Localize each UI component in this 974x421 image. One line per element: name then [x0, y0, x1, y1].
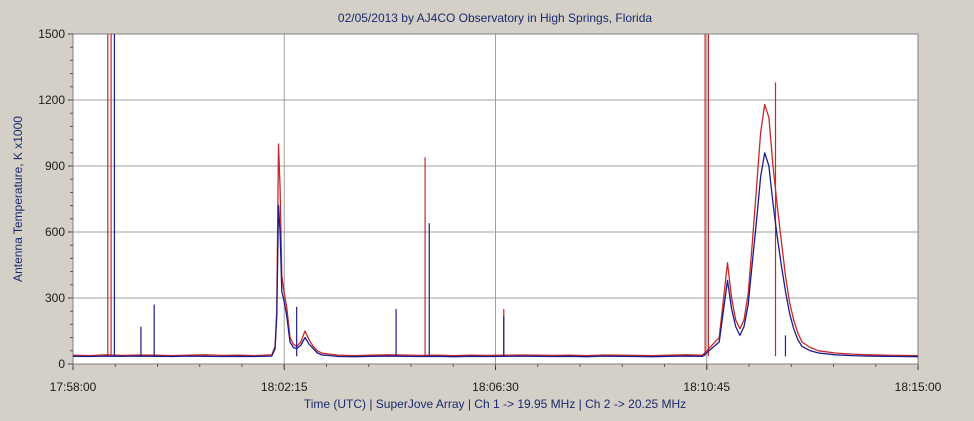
grid-layer [73, 34, 918, 364]
y-tick-label: 300 [45, 291, 65, 305]
x-tick-label: 18:15:00 [895, 380, 942, 394]
y-tick-label: 600 [45, 225, 65, 239]
y-tick-label: 1200 [38, 93, 65, 107]
x-axis-label: Time (UTC) | SuperJove Array | Ch 1 -> 1… [304, 397, 686, 411]
x-tick-label: 18:10:45 [683, 380, 730, 394]
x-tick-label: 17:58:00 [50, 380, 97, 394]
x-tick-label: 18:06:30 [472, 380, 519, 394]
y-tick-label: 900 [45, 159, 65, 173]
y-tick-label: 0 [58, 357, 65, 371]
x-tick-label: 18:02:15 [261, 380, 308, 394]
y-tick-label: 1500 [38, 27, 65, 41]
minor-ticks [68, 33, 919, 370]
chart-title: 02/05/2013 by AJ4CO Observatory in High … [338, 11, 652, 25]
y-axis-label: Antenna Temperature, K x1000 [11, 116, 25, 282]
tick-labels: 0 300 600 900 1200 1500 17:58:00 18:02:15 18:06:… [38, 27, 941, 394]
series-layer [72, 34, 919, 358]
